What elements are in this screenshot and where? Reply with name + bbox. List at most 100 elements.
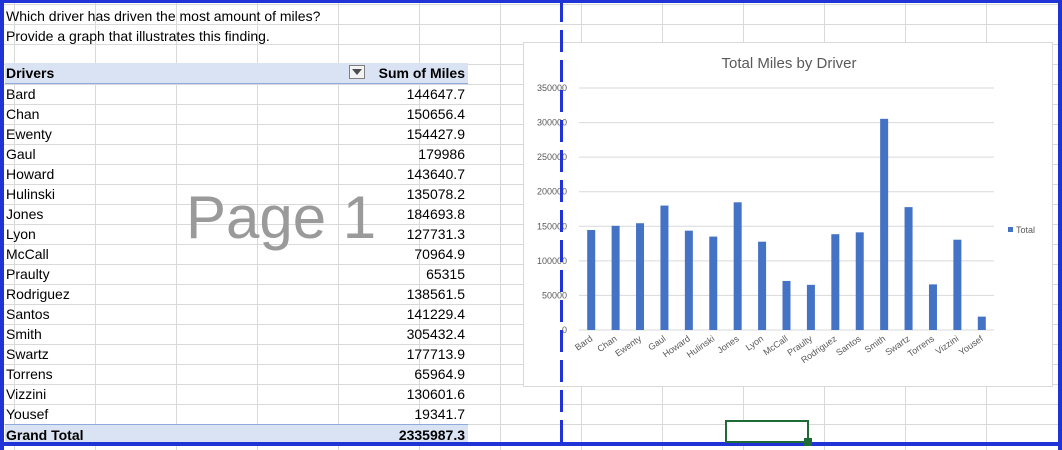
pivot-row: Jones 184693.8 (5, 204, 468, 224)
y-tick-label: 150000 (537, 221, 567, 231)
pivot-row: Torrens 65964.9 (5, 364, 468, 384)
driver-miles[interactable]: 177713.9 (406, 346, 465, 362)
pivot-table: Drivers Sum of Miles Bard 144647.7 Chan 150… (5, 63, 468, 445)
driver-name[interactable]: Praulty (6, 266, 50, 282)
pivot-row: Howard 143640.7 (5, 164, 468, 184)
fill-handle[interactable] (804, 438, 812, 446)
x-tick-label: Jones (715, 333, 741, 355)
pivot-header-sum[interactable]: Sum of Miles (378, 65, 465, 81)
filter-dropdown-icon[interactable] (349, 65, 365, 79)
driver-name[interactable]: Ewenty (6, 126, 52, 142)
driver-name[interactable]: Howard (6, 166, 55, 182)
pivot-rows: Bard 144647.7 Chan 150656.4 Ewenty 154427.9 Ga… (5, 84, 468, 424)
driver-miles[interactable]: 144647.7 (406, 86, 465, 102)
driver-miles[interactable]: 143640.7 (406, 166, 465, 182)
pivot-row: Vizzini 130601.6 (5, 384, 468, 404)
driver-miles[interactable]: 305432.4 (406, 326, 465, 342)
bar-jones[interactable] (733, 202, 742, 330)
driver-name[interactable]: Yousef (6, 406, 49, 422)
driver-name[interactable]: Santos (6, 306, 50, 322)
x-tick-label: Ewenty (613, 333, 643, 358)
page-break-right (1058, 0, 1062, 450)
y-tick-label: 250000 (537, 152, 567, 162)
driver-miles[interactable]: 154427.9 (406, 126, 465, 142)
driver-name[interactable]: Hulinski (6, 186, 56, 202)
bar-rodriguez[interactable] (831, 234, 840, 330)
y-tick-label: 200000 (537, 187, 567, 197)
pivot-row: Ewenty 154427.9 (5, 124, 468, 144)
bar-ewenty[interactable] (636, 223, 645, 330)
chart-container[interactable]: Total Miles by Driver 0 50000 100000 150000… (523, 42, 1053, 387)
y-tick-label: 0 (562, 325, 567, 335)
pivot-row: Smith 305432.4 (5, 324, 468, 344)
bar-lyon[interactable] (758, 241, 767, 330)
pivot-header-drivers[interactable]: Drivers (6, 65, 55, 81)
x-tick-label: Vizzini (934, 333, 961, 356)
question-line-2[interactable]: Provide a graph that illustrates this fi… (6, 28, 270, 44)
page-break-middle (560, 0, 563, 450)
driver-name[interactable]: Smith (6, 326, 42, 342)
driver-name[interactable]: McCall (6, 246, 49, 262)
driver-name[interactable]: Torrens (6, 366, 53, 382)
x-tick-label: Bard (573, 333, 594, 352)
page-break-bottom (0, 442, 1062, 446)
driver-name[interactable]: Jones (6, 206, 44, 222)
driver-miles[interactable]: 130601.6 (406, 386, 465, 402)
pivot-header-row: Drivers Sum of Miles (5, 63, 468, 84)
pivot-total-row: Grand Total 2335987.3 (5, 424, 468, 445)
bar-chan[interactable] (611, 225, 620, 330)
driver-name[interactable]: Swartz (6, 346, 49, 362)
bar-howard[interactable] (684, 230, 693, 330)
driver-miles[interactable]: 65315 (426, 266, 465, 282)
driver-miles[interactable]: 150656.4 (406, 106, 465, 122)
bar-yousef[interactable] (977, 316, 986, 330)
driver-name[interactable]: Lyon (6, 226, 36, 242)
x-tick-label: Yousef (957, 333, 985, 357)
driver-name[interactable]: Gaul (6, 146, 36, 162)
page-break-top (0, 0, 1062, 3)
driver-miles[interactable]: 141229.4 (406, 306, 465, 322)
bar-swartz[interactable] (904, 207, 913, 330)
driver-miles[interactable]: 19341.7 (414, 406, 465, 422)
chart-title: Total Miles by Driver (721, 55, 856, 72)
driver-miles[interactable]: 127731.3 (406, 226, 465, 242)
pivot-row: Gaul 179986 (5, 144, 468, 164)
grand-total-value[interactable]: 2335987.3 (398, 427, 465, 443)
driver-name[interactable]: Chan (6, 106, 40, 122)
pivot-row: Chan 150656.4 (5, 104, 468, 124)
bar-gaul[interactable] (660, 205, 669, 330)
bar-praulty[interactable] (806, 284, 815, 330)
bar-santos[interactable] (855, 232, 864, 330)
x-tick-label: Torrens (906, 333, 937, 359)
pivot-row: Lyon 127731.3 (5, 224, 468, 244)
x-tick-label: McCall (761, 333, 789, 357)
driver-miles[interactable]: 70964.9 (414, 246, 465, 262)
legend-label: Total (1016, 225, 1035, 235)
driver-miles[interactable]: 179986 (418, 146, 465, 162)
grand-total-label[interactable]: Grand Total (6, 427, 84, 443)
x-tick-label: Santos (834, 333, 863, 358)
page-break-left (0, 0, 4, 450)
x-tick-label: Hulinski (685, 333, 717, 359)
pivot-row: Praulty 65315 (5, 264, 468, 284)
driver-name[interactable]: Bard (6, 86, 36, 102)
legend-swatch (1008, 227, 1013, 232)
driver-name[interactable]: Rodriguez (6, 286, 70, 302)
driver-name[interactable]: Vizzini (6, 386, 47, 402)
y-tick-label: 300000 (537, 118, 567, 128)
selected-cell[interactable] (725, 420, 809, 443)
bar-mccall[interactable] (782, 280, 791, 330)
driver-miles[interactable]: 184693.8 (406, 206, 465, 222)
bar-bard[interactable] (587, 229, 596, 330)
bar-torrens[interactable] (928, 284, 937, 330)
driver-miles[interactable]: 138561.5 (406, 286, 465, 302)
driver-miles[interactable]: 65964.9 (414, 366, 465, 382)
y-tick-label: 350000 (537, 83, 567, 93)
driver-miles[interactable]: 135078.2 (406, 186, 465, 202)
bar-smith[interactable] (880, 118, 889, 331)
bar-vizzini[interactable] (953, 239, 962, 330)
question-line-1[interactable]: Which driver has driven the most amount … (6, 8, 321, 24)
bar-hulinski[interactable] (709, 236, 718, 330)
pivot-row: Swartz 177713.9 (5, 344, 468, 364)
pivot-row: Bard 144647.7 (5, 84, 468, 104)
